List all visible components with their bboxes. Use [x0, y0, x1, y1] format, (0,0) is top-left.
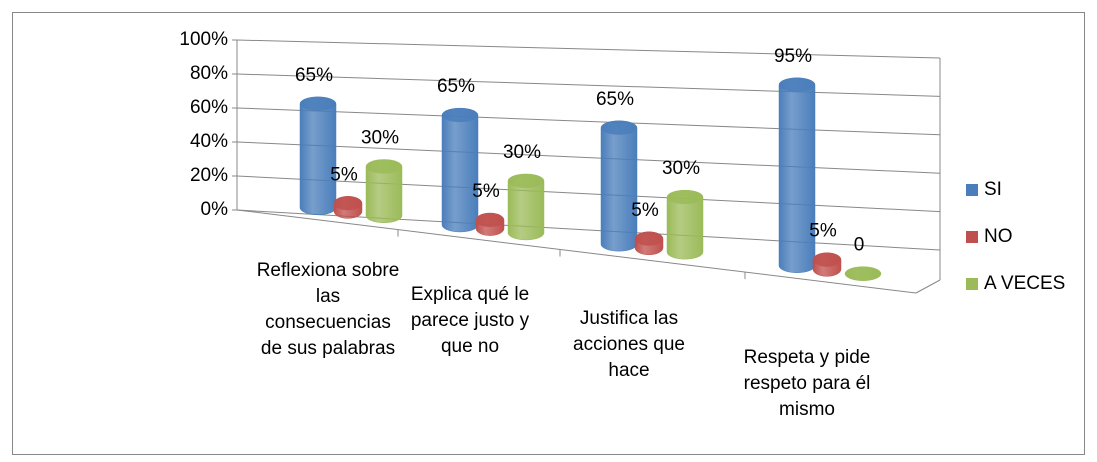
data-label: 65%	[437, 76, 475, 97]
cylinder-top	[635, 231, 663, 246]
cylinder-top	[508, 173, 544, 188]
legend-label: A VECES	[984, 273, 1065, 294]
cylinder	[299, 96, 337, 216]
x-tick-label: Respeta y pide respeto para él mismo	[743, 347, 871, 420]
data-label: 5%	[330, 164, 358, 185]
x-tick-label: Justifica las acciones que hace	[573, 308, 685, 381]
y-tick-label: 100%	[179, 29, 228, 50]
data-label: 5%	[472, 181, 500, 202]
data-label: 30%	[662, 158, 700, 179]
data-label: 65%	[295, 65, 333, 86]
cylinder-top	[476, 213, 504, 228]
grid-line	[236, 73, 941, 97]
floor-edge	[261, 212, 917, 294]
cylinder-top	[366, 159, 402, 174]
y-tick-label: 80%	[190, 63, 228, 84]
cylinder	[600, 120, 638, 252]
y-tick-label: 0%	[201, 199, 229, 220]
cylinder	[441, 107, 479, 233]
data-label: 5%	[631, 200, 659, 221]
x-tick-label: Reflexiona sobre las consecuencias de su…	[256, 260, 400, 359]
x-tick-label: Explica qué le parece justo y que no	[410, 284, 530, 357]
grid-line	[236, 141, 941, 174]
data-label: 0	[854, 235, 865, 256]
data-label: 5%	[809, 221, 837, 242]
data-label: 30%	[503, 142, 541, 163]
chart-border	[12, 12, 1085, 455]
cylinder-top	[813, 252, 841, 267]
grid-line	[236, 175, 941, 213]
cylinder-top	[845, 266, 881, 281]
cylinder-top	[334, 196, 362, 211]
cylinder-top	[779, 77, 815, 92]
data-label: 95%	[774, 46, 812, 67]
legend-label: NO	[984, 226, 1013, 247]
legend-swatch	[966, 231, 978, 243]
cylinder-top	[300, 96, 336, 111]
y-tick-label: 40%	[190, 131, 228, 152]
data-label: 30%	[361, 128, 399, 149]
legend-swatch	[966, 184, 978, 196]
cylinder-top	[667, 190, 703, 205]
y-tick-label: 60%	[190, 97, 228, 118]
grid-line	[236, 107, 941, 136]
y-tick-label: 20%	[190, 165, 228, 186]
cylinder-top	[601, 120, 637, 135]
data-label: 65%	[596, 89, 634, 110]
cylinder-top	[442, 108, 478, 123]
legend-label: SI	[984, 179, 1002, 200]
floor-edge	[915, 279, 941, 294]
legend-swatch	[966, 278, 978, 290]
cylinder	[778, 77, 816, 273]
grid-line	[236, 39, 941, 59]
